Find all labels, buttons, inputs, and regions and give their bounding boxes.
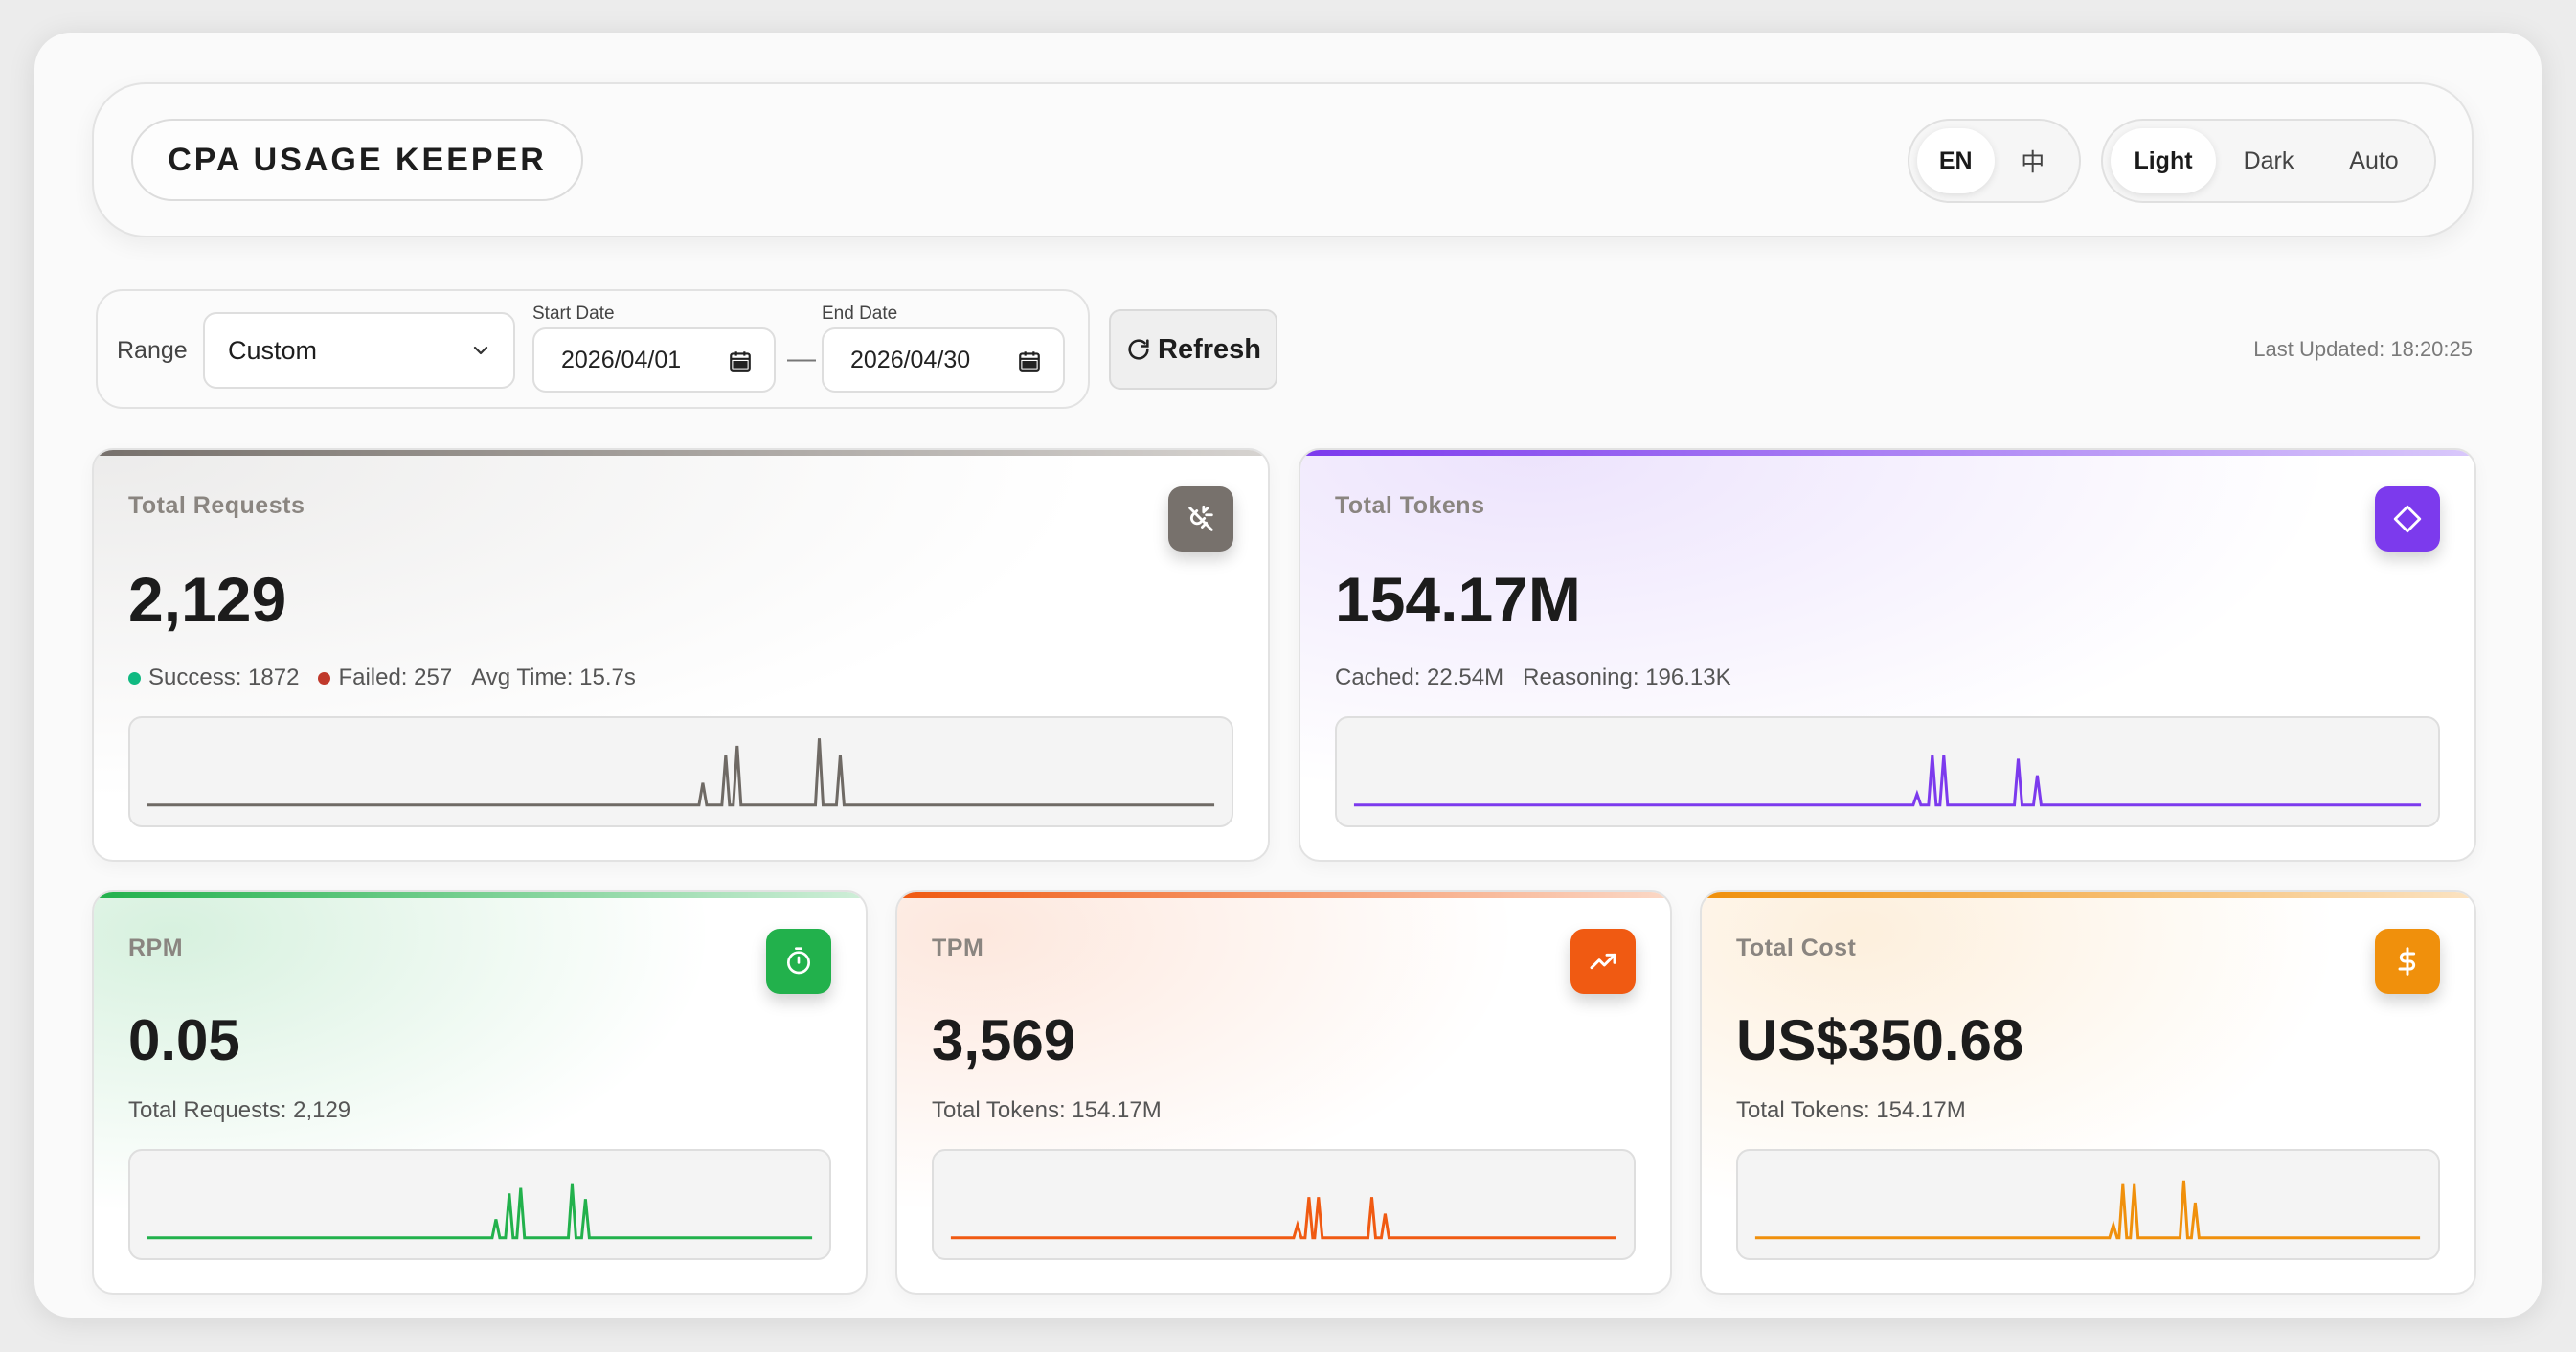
card-subtitle: Total Requests: 2,129 (128, 1097, 351, 1123)
tokens-sparkline (1335, 716, 2440, 827)
range-label: Range (117, 337, 188, 364)
avg-time: Avg Time: 15.7s (471, 665, 636, 690)
language-switcher: EN 中 (1908, 119, 2081, 203)
card-value: US$350.68 (1736, 1008, 2024, 1072)
success-count: Success: 1872 (148, 665, 300, 690)
rpm-card: RPM 0.05 Total Requests: 2,129 (92, 890, 868, 1295)
theme-option-light[interactable]: Light (2111, 128, 2216, 193)
card-title: Total Tokens (1335, 492, 1485, 519)
card-title: Total Requests (128, 492, 305, 519)
calendar-icon[interactable] (1017, 349, 1042, 373)
theme-option-dark[interactable]: Dark (2243, 146, 2294, 174)
theme-switcher: Light Dark Auto (2101, 119, 2436, 203)
card-subtitle: Total Tokens: 154.17M (1736, 1097, 1966, 1123)
tpm-card: TPM 3,569 Total Tokens: 154.17M (895, 890, 1672, 1295)
card-subtitle: Cached: 22.54M Reasoning: 196.13K (1335, 665, 1731, 691)
refresh-button[interactable]: Refresh (1109, 309, 1277, 390)
start-date-input[interactable]: 2026/04/01 (532, 327, 776, 393)
start-date-label: Start Date (532, 304, 615, 324)
card-subtitle: Success: 1872 Failed: 257 Avg Time: 15.7… (128, 665, 636, 691)
card-title: Total Cost (1736, 935, 1857, 961)
calendar-icon[interactable] (728, 349, 753, 373)
timer-icon (766, 929, 831, 994)
rpm-sparkline (128, 1149, 831, 1260)
card-value: 3,569 (932, 1008, 1076, 1072)
end-date-value: 2026/04/30 (850, 346, 971, 373)
card-value: 2,129 (128, 564, 287, 635)
date-range-separator: — (787, 343, 816, 374)
cost-sparkline (1736, 1149, 2440, 1260)
total-tokens-card: Total Tokens 154.17M Cached: 22.54M Reas… (1299, 448, 2476, 862)
requests-sparkline (128, 716, 1233, 827)
reasoning-tokens: Reasoning: 196.13K (1523, 665, 1731, 690)
range-select[interactable]: Custom (203, 312, 515, 389)
success-dot (128, 671, 141, 685)
refresh-label: Refresh (1158, 333, 1261, 365)
dollar-icon (2375, 929, 2440, 994)
chevron-down-icon (473, 346, 488, 355)
diamond-icon (2375, 486, 2440, 552)
language-option-zh[interactable]: 中 (2021, 149, 2045, 176)
range-select-value: Custom (228, 335, 318, 365)
theme-option-auto[interactable]: Auto (2349, 146, 2399, 174)
card-title: RPM (128, 935, 184, 961)
end-date-label: End Date (822, 304, 898, 324)
card-value: 154.17M (1335, 564, 1581, 635)
cached-tokens: Cached: 22.54M (1335, 665, 1504, 690)
tpm-sparkline (932, 1149, 1636, 1260)
total-cost-card: Total Cost US$350.68 Total Tokens: 154.1… (1700, 890, 2476, 1295)
card-subtitle: Total Tokens: 154.17M (932, 1097, 1162, 1123)
failed-dot (318, 671, 331, 685)
language-option-en[interactable]: EN (1917, 128, 1995, 193)
app-title: CPA USAGE KEEPER (131, 119, 583, 201)
start-date-value: 2026/04/01 (561, 346, 682, 373)
total-requests-card: Total Requests 2,129 Success: 1872 Faile… (92, 448, 1270, 862)
card-value: 0.05 (128, 1008, 240, 1072)
end-date-input[interactable]: 2026/04/30 (822, 327, 1065, 393)
last-updated: Last Updated: 18:20:25 (2253, 337, 2473, 361)
refresh-icon (1128, 339, 1149, 360)
trending-up-icon (1570, 929, 1636, 994)
failed-count: Failed: 257 (338, 665, 453, 690)
plug-off-icon (1168, 486, 1233, 552)
card-title: TPM (932, 935, 984, 961)
